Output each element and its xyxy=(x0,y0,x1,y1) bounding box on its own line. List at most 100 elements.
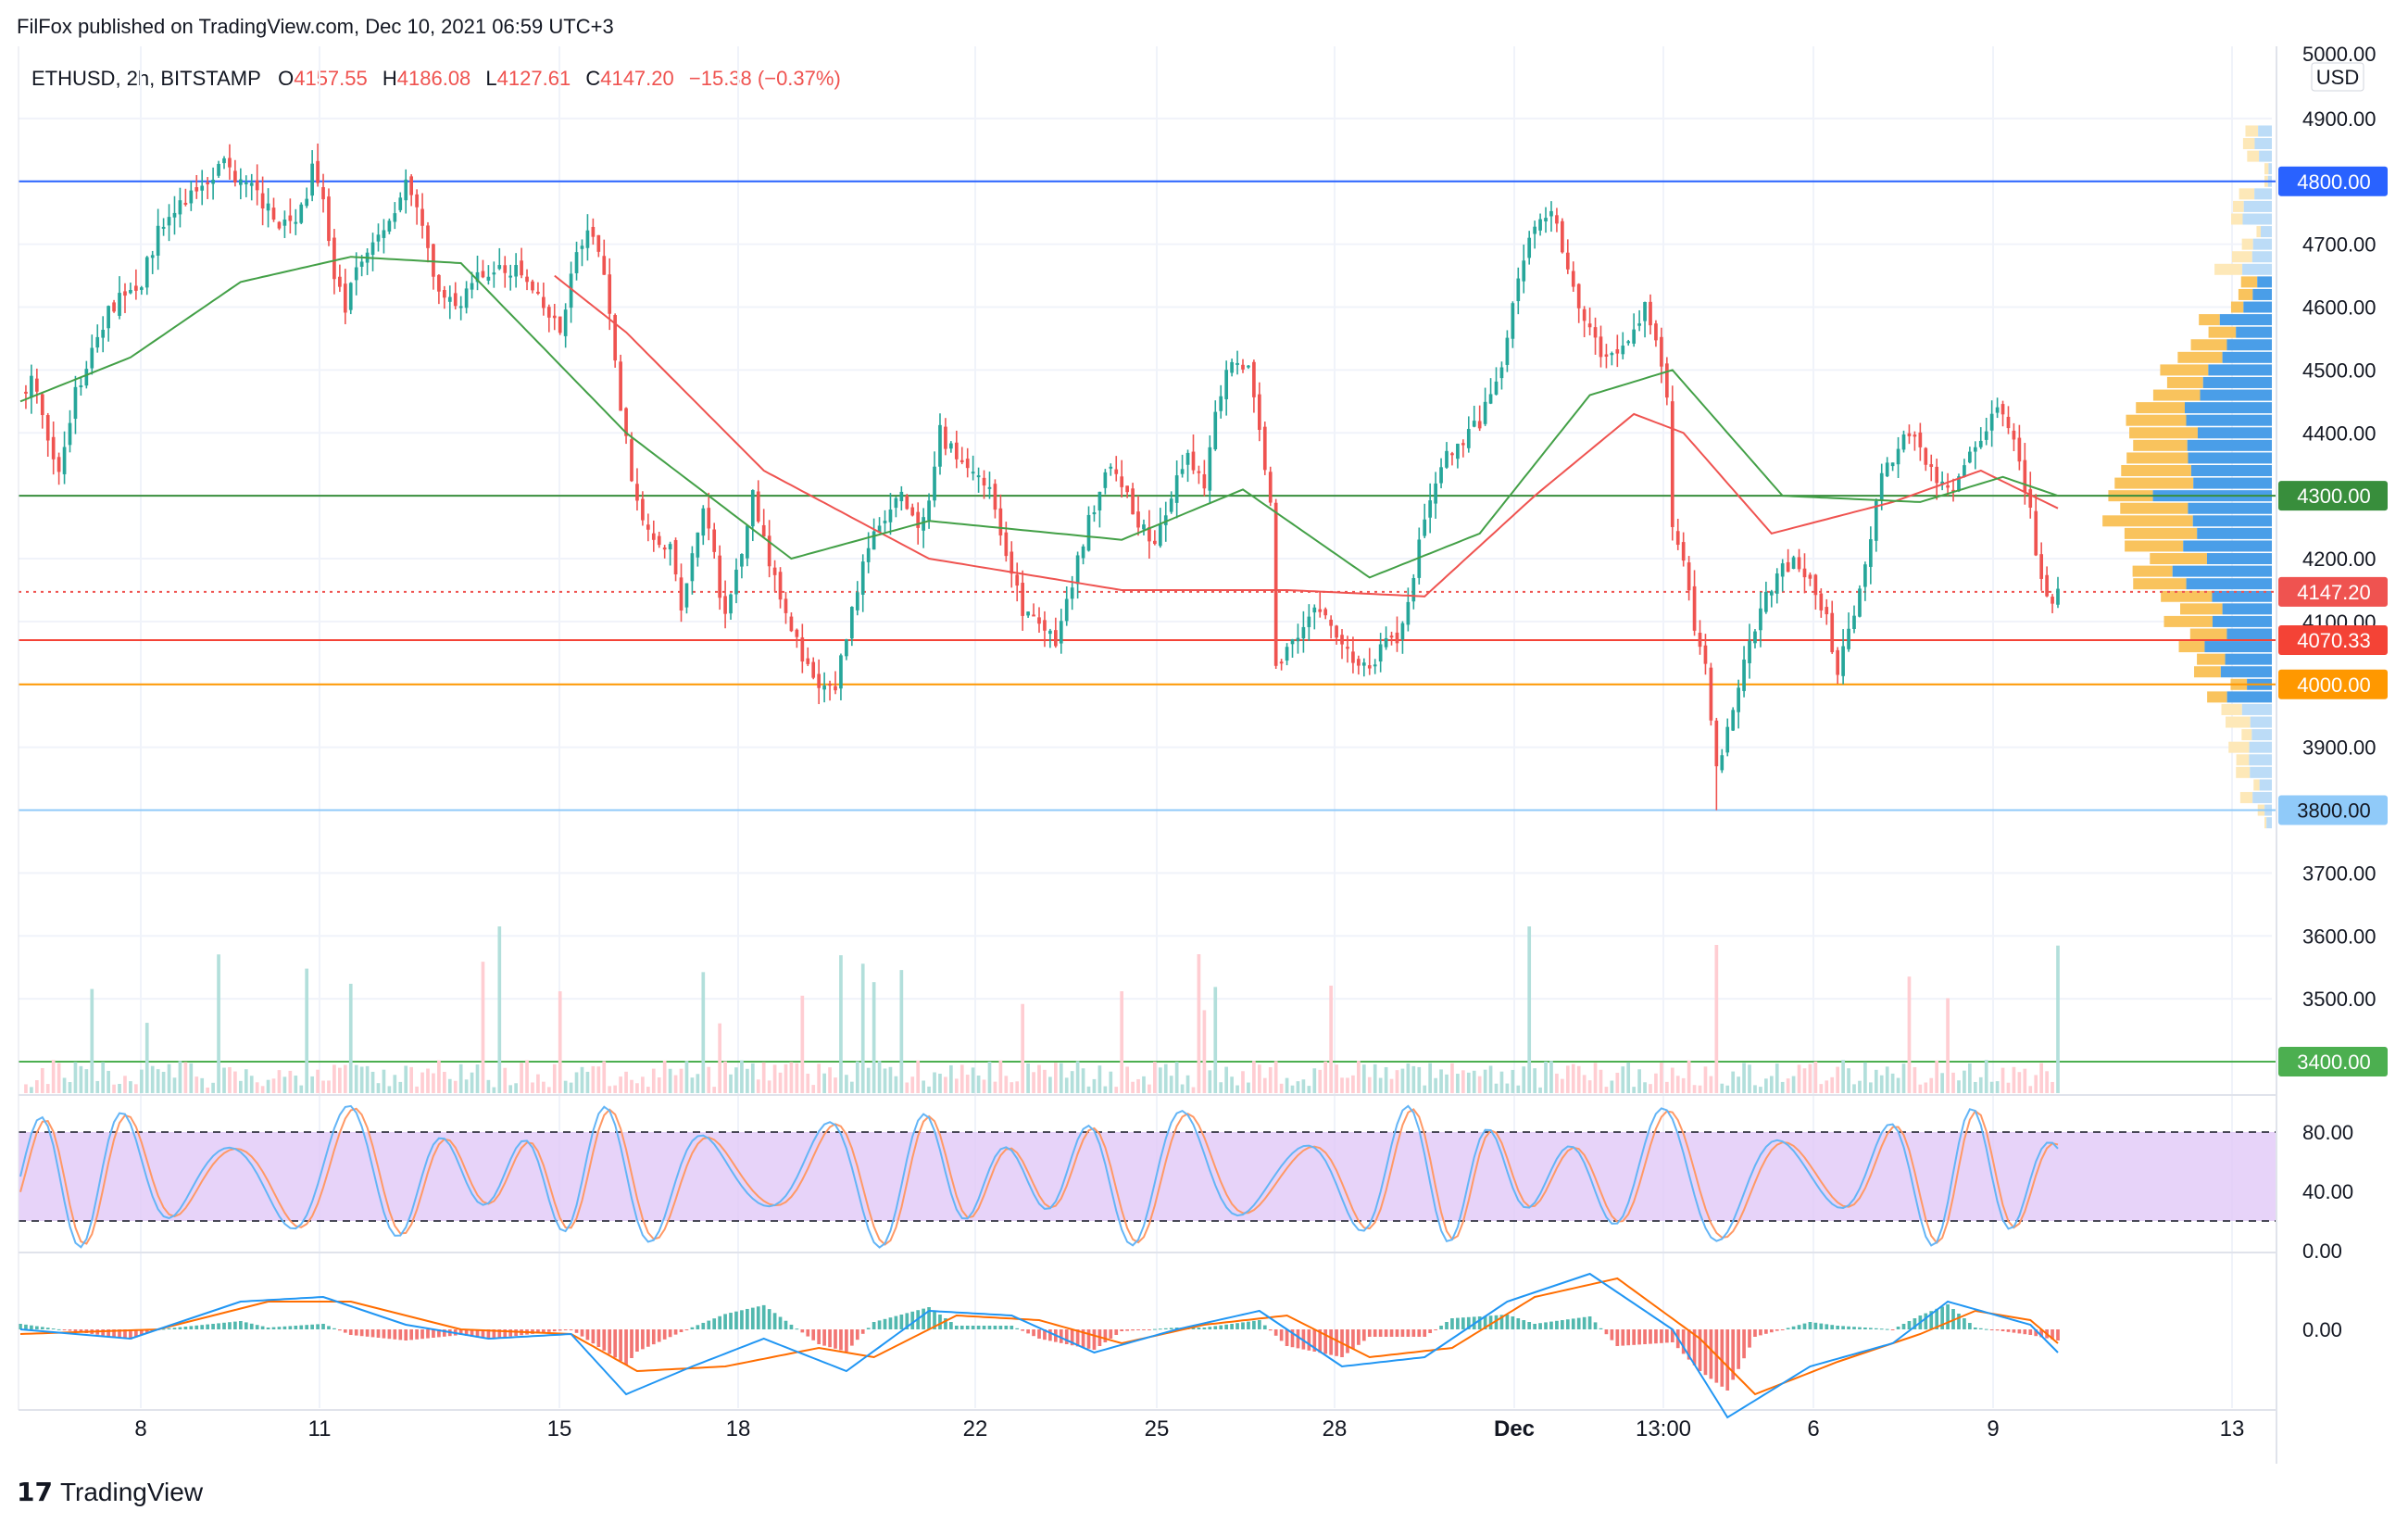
macd-histogram-bar xyxy=(883,1318,887,1329)
macd-histogram-bar xyxy=(486,1329,491,1340)
rsi-tick-label: 0.00 xyxy=(2302,1240,2342,1263)
volume-bar xyxy=(933,1072,936,1093)
volume-bar xyxy=(1951,1072,1955,1093)
volume-profile-bar xyxy=(2247,150,2260,162)
macd-histogram-bar xyxy=(756,1306,760,1329)
macd-histogram-bar xyxy=(834,1329,837,1349)
macd-histogram-bar xyxy=(1423,1329,1427,1337)
volume-profile-bar xyxy=(2190,465,2272,476)
macd-histogram-bar xyxy=(79,1329,83,1333)
volume-bar xyxy=(144,1023,149,1093)
macd-histogram-bar xyxy=(1808,1322,1812,1329)
volume-bar xyxy=(761,1062,766,1093)
volume-profile-bar xyxy=(2239,188,2255,200)
volume-profile-bar xyxy=(2199,314,2220,326)
candle-body xyxy=(817,673,821,688)
candle-body xyxy=(2051,597,2054,604)
candle-body xyxy=(723,596,727,614)
volume-bar xyxy=(784,1064,788,1093)
candle-body xyxy=(1885,462,1889,477)
macd-histogram-bar xyxy=(552,1329,557,1332)
macd-histogram-bar xyxy=(910,1311,915,1329)
macd-histogram-bar xyxy=(475,1329,480,1338)
volume-bar xyxy=(1158,1067,1162,1093)
macd-histogram-bar xyxy=(1290,1329,1295,1348)
candle-body xyxy=(552,315,557,319)
volume-bar xyxy=(1836,1066,1840,1093)
volume-profile-bar xyxy=(2124,527,2198,539)
macd-histogram-bar xyxy=(503,1329,508,1338)
tradingview-logo[interactable]: 𝟭𝟳 TradingView xyxy=(17,1477,203,1507)
volume-bar xyxy=(266,1079,270,1093)
candle-body xyxy=(1742,659,1746,691)
volume-bar xyxy=(1675,1076,1680,1093)
volume-bar xyxy=(845,1075,848,1093)
volume-bar xyxy=(481,962,485,1093)
volume-bar xyxy=(1615,1072,1620,1093)
candle-body xyxy=(348,283,353,310)
volume-bar xyxy=(1395,1070,1399,1093)
candle-body xyxy=(580,245,584,249)
candle-body xyxy=(1511,303,1515,339)
volume-bar xyxy=(922,1080,925,1093)
macd-histogram-bar xyxy=(1753,1329,1757,1337)
macd-histogram-bar xyxy=(624,1329,628,1365)
volume-profile-bar xyxy=(2266,817,2272,829)
volume-profile-bar xyxy=(2136,402,2185,414)
candle-body xyxy=(1346,647,1349,649)
macd-histogram-bar xyxy=(1048,1329,1052,1341)
volume-profile-bar xyxy=(2241,729,2252,741)
volume-bar xyxy=(398,1081,403,1093)
macd-histogram-bar xyxy=(1064,1329,1069,1344)
candle-body xyxy=(1142,524,1146,530)
candle-body xyxy=(2039,554,2044,579)
candle-body xyxy=(1913,434,1917,437)
volume-bar xyxy=(1004,1076,1009,1093)
volume-bar xyxy=(1346,1077,1349,1093)
volume-bar xyxy=(690,1077,695,1093)
time-tick-label: 18 xyxy=(726,1416,751,1441)
volume-profile-bar xyxy=(2183,540,2272,552)
time-tick-label: 11 xyxy=(308,1416,332,1441)
macd-histogram-bar xyxy=(1968,1323,1972,1329)
macd-histogram-bar xyxy=(1357,1329,1361,1345)
macd-histogram-bar xyxy=(387,1329,392,1340)
volume-bar xyxy=(359,1066,364,1093)
macd-histogram-bar xyxy=(927,1307,931,1329)
macd-histogram-bar xyxy=(1445,1322,1449,1329)
macd-histogram-bar xyxy=(1241,1322,1245,1329)
candle-body xyxy=(910,507,915,516)
macd-histogram-bar xyxy=(800,1329,805,1333)
volume-bar xyxy=(1185,1075,1190,1093)
volume-bar xyxy=(602,1061,607,1093)
candle-body xyxy=(784,598,788,613)
candle-body xyxy=(954,442,959,459)
candle-body xyxy=(536,291,540,294)
macd-histogram-bar xyxy=(1626,1329,1631,1346)
candle-body xyxy=(877,525,882,533)
candle-body xyxy=(321,187,325,200)
volume-profile-bar xyxy=(2228,741,2250,753)
volume-bar xyxy=(1032,1072,1035,1093)
macd-histogram-bar xyxy=(1725,1329,1730,1391)
candle-body xyxy=(1323,609,1328,616)
candle-body xyxy=(282,219,287,226)
candle-body xyxy=(558,316,562,334)
volume-bar xyxy=(432,1073,435,1093)
volume-profile-bar xyxy=(2163,615,2213,627)
symbol-label[interactable]: ETHUSD, 2h, BITSTAMP xyxy=(31,67,261,90)
macd-histogram-bar xyxy=(1737,1329,1740,1369)
volume-bar xyxy=(1681,1077,1686,1093)
time-tick-label: 8 xyxy=(134,1416,146,1441)
candle-body xyxy=(277,221,282,229)
volume-bar xyxy=(828,1067,832,1093)
volume-bar xyxy=(679,1068,684,1093)
candle-body xyxy=(795,629,799,637)
volume-bar xyxy=(883,1068,887,1093)
volume-bar xyxy=(1450,1063,1454,1093)
volume-bar xyxy=(1213,987,1218,1093)
macd-histogram-bar xyxy=(1439,1326,1443,1329)
candle-body xyxy=(1335,625,1338,638)
macd-histogram-bar xyxy=(398,1329,403,1340)
